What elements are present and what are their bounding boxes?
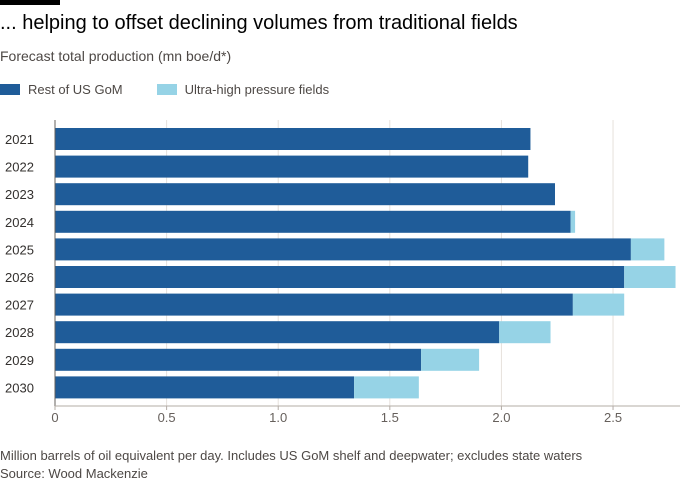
chart-subtitle: Forecast total production (mn boe/d*): [0, 48, 232, 64]
tick-label-x: 1.0: [269, 410, 287, 425]
tick-label-x: 2.5: [604, 410, 622, 425]
bar-rest-of-us-gom: [55, 238, 631, 261]
tick-label-x: 0.5: [158, 410, 176, 425]
bar-ultra-high-pressure: [570, 210, 576, 233]
category-label: 2027: [5, 298, 34, 313]
category-label: 2022: [5, 160, 34, 175]
bar-rest-of-us-gom: [55, 155, 529, 178]
legend-swatch-uhp: [156, 83, 177, 95]
bar-chart: 0 0.5 1.0 1.5 2.0 2.5 2021 2022 2023 2024 2025 2026…: [5, 120, 680, 425]
bar-rest-of-us-gom: [55, 128, 531, 150]
tick-label-x: 0: [51, 410, 58, 425]
category-label: 2024: [5, 215, 34, 230]
bar-rest-of-us-gom: [55, 210, 571, 233]
category-label: 2025: [5, 242, 34, 257]
footnote: Million barrels of oil equivalent per da…: [0, 448, 583, 463]
bar-ultra-high-pressure: [499, 321, 551, 344]
bar-rest-of-us-gom: [55, 321, 500, 344]
bar-rest-of-us-gom: [55, 183, 555, 206]
category-label: 2023: [5, 187, 34, 202]
category-label: 2030: [5, 380, 34, 395]
legend: Rest of US GoM Ultra-high pressure field…: [0, 80, 363, 98]
tick-label-x: 1.5: [381, 410, 399, 425]
category-label: 2029: [5, 353, 34, 368]
tick-label-x: 2.0: [492, 410, 510, 425]
bar-ultra-high-pressure: [624, 266, 676, 288]
bar-rest-of-us-gom: [55, 376, 355, 399]
bar-ultra-high-pressure: [421, 348, 480, 371]
category-label: 2028: [5, 325, 34, 340]
legend-swatch-rest: [0, 83, 20, 95]
bar-ultra-high-pressure: [354, 376, 419, 399]
legend-item-uhp: Ultra-high pressure fields: [156, 81, 330, 97]
bar-ultra-high-pressure: [572, 293, 625, 316]
chart-title: ... helping to offset declining volumes …: [0, 12, 518, 34]
category-label: 2021: [5, 132, 34, 147]
legend-label-uhp: Ultra-high pressure fields: [184, 81, 330, 97]
top-rule: [0, 0, 60, 5]
category-label: 2026: [5, 270, 34, 285]
legend-label-rest: Rest of US GoM: [28, 81, 123, 97]
bar-rest-of-us-gom: [55, 348, 422, 371]
source-note: Source: Wood Mackenzie: [0, 466, 148, 481]
bar-rest-of-us-gom: [55, 266, 625, 288]
bar-ultra-high-pressure: [630, 238, 665, 261]
legend-item-rest: Rest of US GoM: [0, 82, 123, 97]
bar-rest-of-us-gom: [55, 293, 573, 316]
